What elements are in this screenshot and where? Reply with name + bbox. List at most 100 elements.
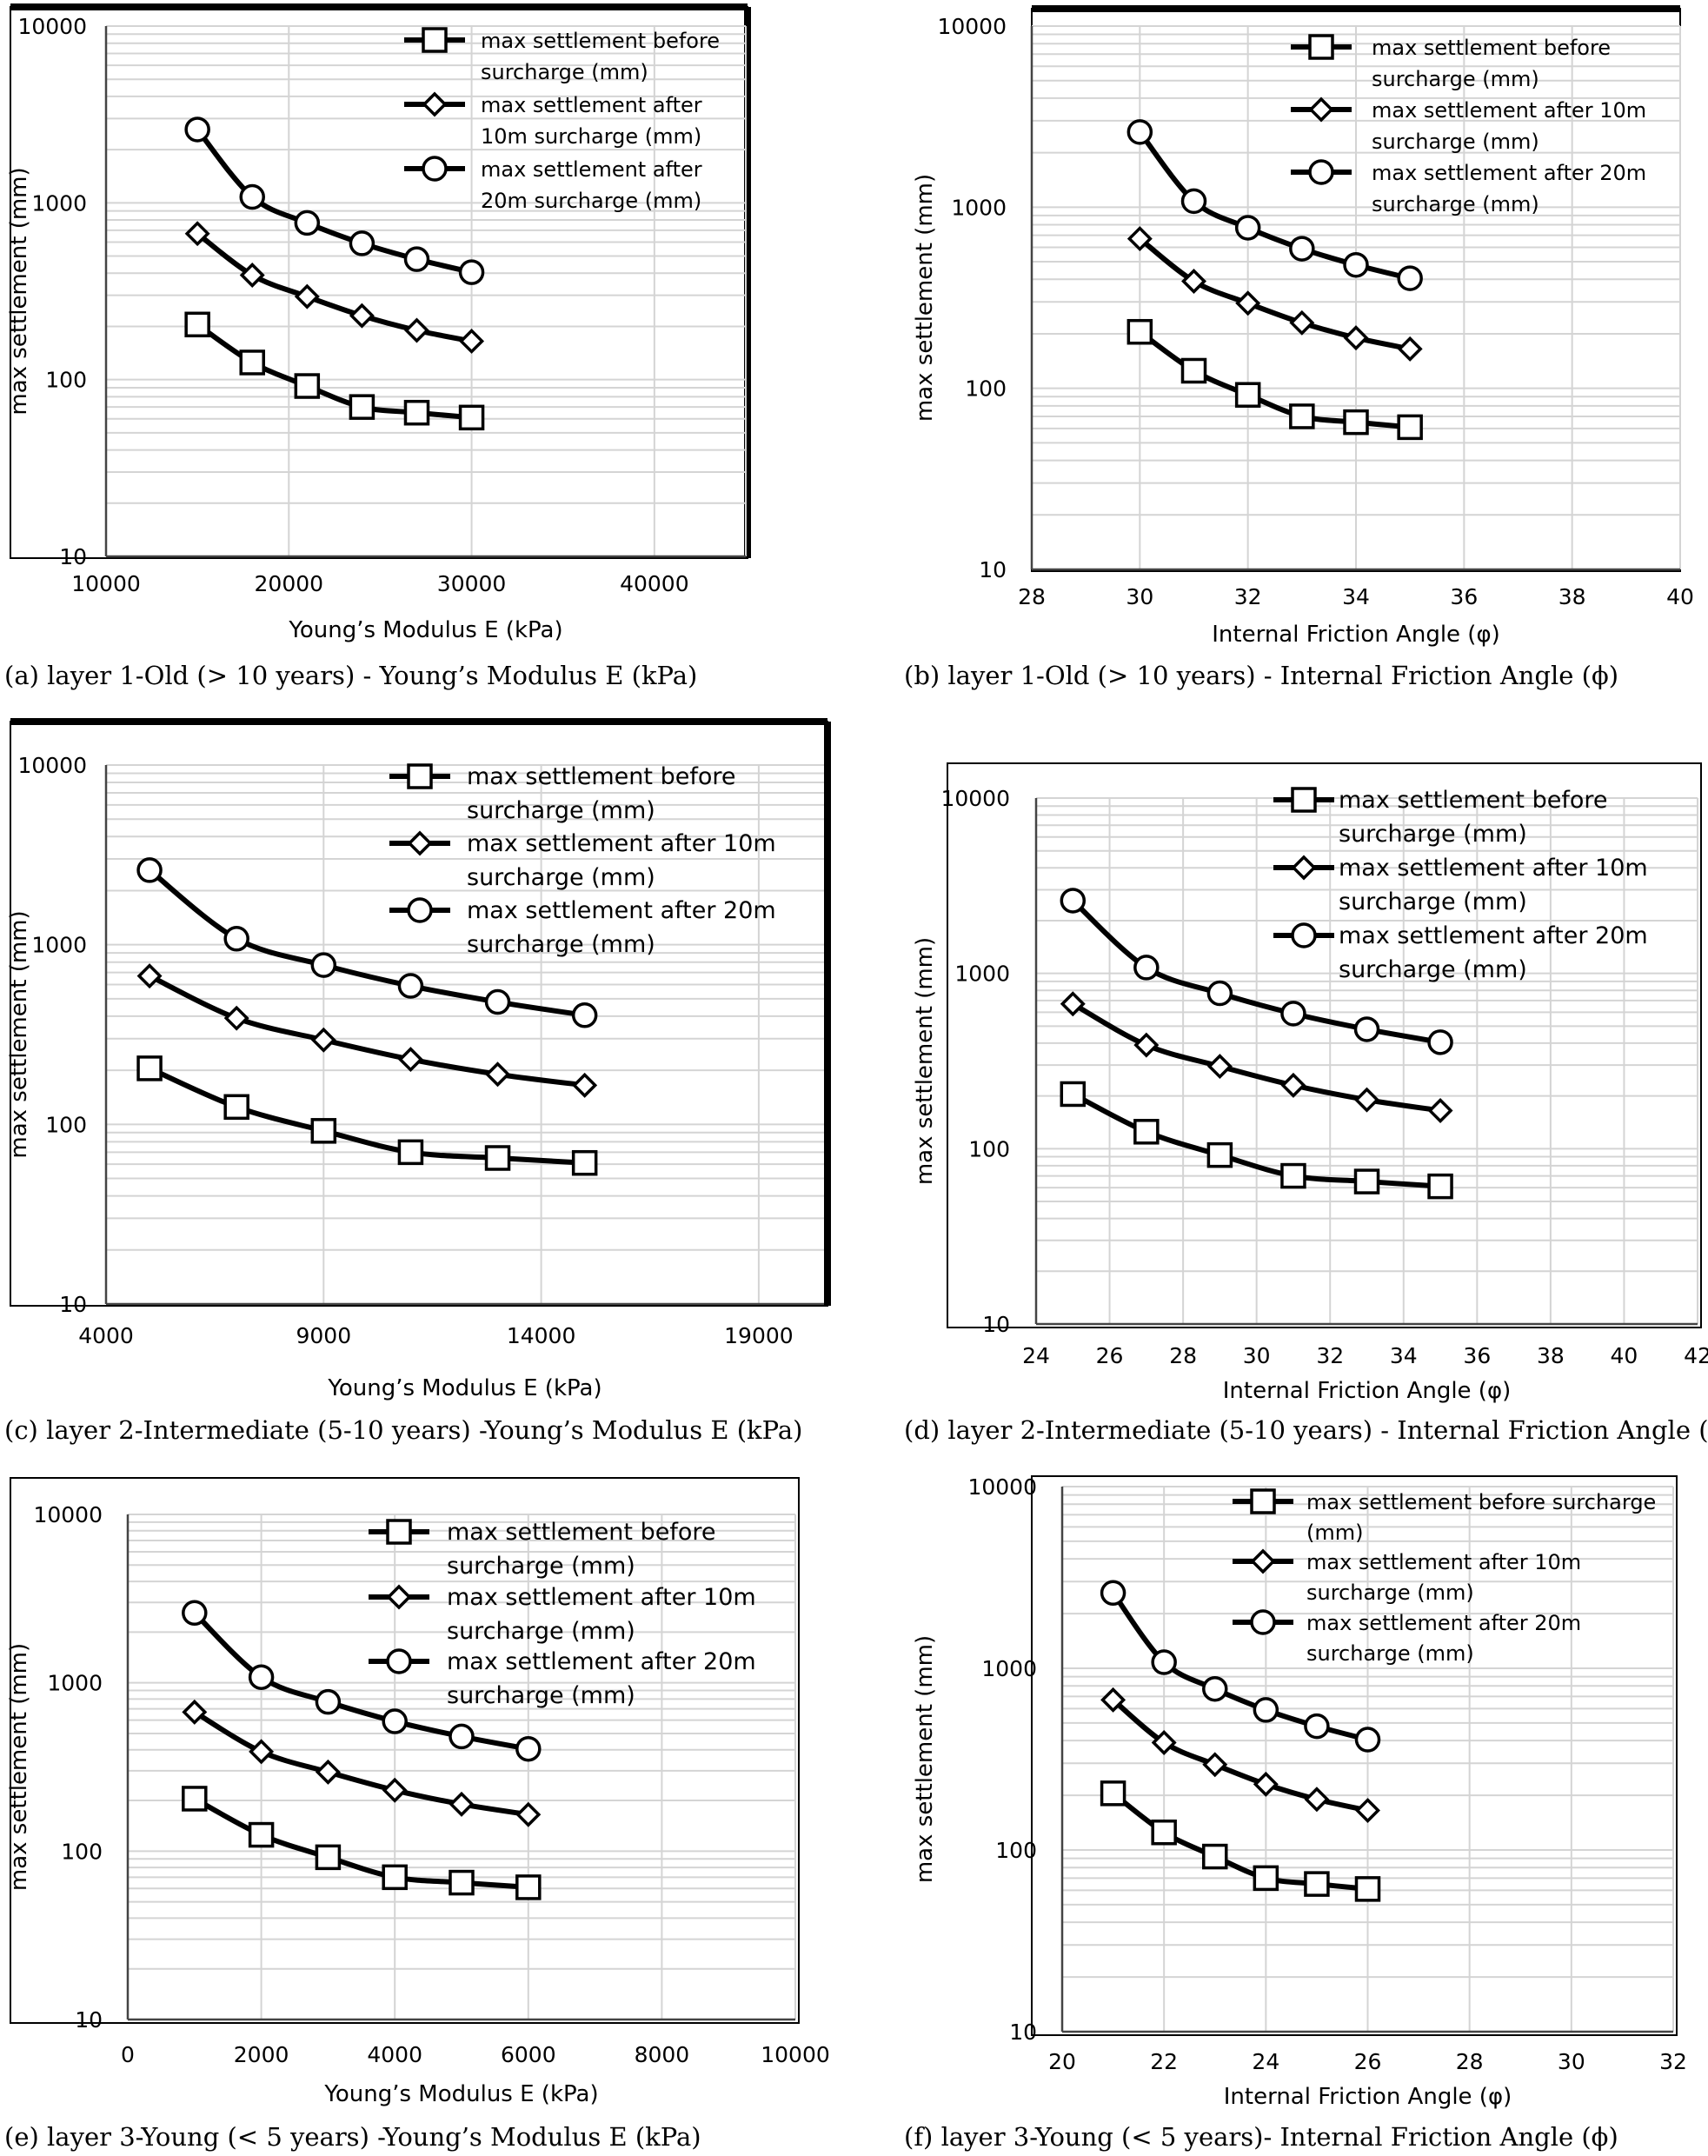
legend-marker (407, 830, 433, 856)
y-axis-title: max settlement (mm) (912, 1635, 938, 1883)
legend-label: max settlement after (481, 93, 702, 117)
data-point-diamond (182, 1699, 208, 1725)
legend-marker (1308, 159, 1334, 185)
legend-marker (1291, 787, 1317, 813)
series-line (195, 126, 475, 276)
data-point-diamond (1133, 1032, 1160, 1058)
legend-marker (1250, 1488, 1276, 1514)
y-tick-label: 10000 (17, 753, 87, 778)
data-point-diamond (572, 1072, 598, 1098)
x-tick-label: 40000 (620, 571, 689, 596)
panel-caption: (a) layer 1-Old (> 10 years) - Young’s M… (4, 661, 697, 690)
data-point-circle (1126, 119, 1153, 145)
legend-entry: max settlement before surcharge (mm) (369, 1519, 715, 1580)
legend-entry: max settlement after 20m surcharge (mm) (1273, 922, 1648, 983)
y-tick-label: 100 (965, 376, 1007, 402)
x-tick-label: 2000 (234, 2042, 289, 2067)
series-diamond (1060, 991, 1453, 1123)
y-tick-label: 10000 (940, 786, 1010, 811)
x-axis-title: Internal Friction Angle (φ) (1224, 2084, 1512, 2110)
series-diamond (1100, 1687, 1380, 1824)
y-tick-label: 100 (45, 1112, 87, 1137)
data-point-circle (1133, 955, 1160, 981)
x-tick-label: 24 (1252, 2049, 1279, 2074)
legend-marker (386, 1648, 412, 1674)
data-point-circle (1427, 1029, 1453, 1055)
x-tick-label: 30 (1126, 584, 1153, 609)
series-circle (1126, 119, 1423, 291)
legend-label: max settlement after (481, 157, 702, 182)
data-point-square (223, 1094, 249, 1121)
legend-label: (mm) (1306, 1521, 1363, 1545)
data-point-square (1133, 1119, 1160, 1145)
chart-panel-2: 10 100 1000 10000 28 30 32 34 36 38 40 Internal Fri… (904, 5, 1694, 690)
y-tick-label: 1000 (951, 195, 1007, 220)
x-tick-label: 28 (1456, 2049, 1484, 2074)
data-point-square (310, 1118, 337, 1144)
data-point-diamond (349, 303, 375, 329)
legend-label: surcharge (mm) (447, 1682, 635, 1709)
data-point-circle (310, 952, 337, 978)
legend-marker (422, 27, 448, 53)
data-point-circle (571, 1002, 598, 1028)
data-point-square (484, 1145, 511, 1171)
x-tick-label: 10000 (761, 2042, 830, 2067)
data-point-square (1151, 1819, 1177, 1846)
data-point-square (1427, 1173, 1453, 1200)
x-axis-title: Young’s Modulus E (kPa) (327, 1375, 601, 1401)
legend-label: max settlement after 10m (1372, 98, 1646, 123)
legend-entry: max settlement after 20m surcharge (mm) (389, 897, 776, 958)
series-diamond (184, 221, 485, 354)
legend-marker (407, 763, 433, 789)
series-square (184, 311, 485, 431)
grid-lines (127, 1514, 796, 2020)
x-tick-label: 42 (1684, 1343, 1708, 1368)
data-point-diamond (397, 1047, 423, 1073)
data-point-square (1354, 1876, 1381, 1902)
legend-label: max settlement after 10m (1339, 855, 1648, 882)
data-point-square (1397, 414, 1423, 441)
data-point-diamond (1397, 336, 1423, 362)
legend-marker (422, 156, 448, 182)
panel-caption: (c) layer 2-Intermediate (5-10 years) -Y… (4, 1415, 802, 1445)
legend-marker (1291, 855, 1317, 881)
legend-label: surcharge (mm) (1372, 130, 1539, 154)
data-point-circle (239, 183, 265, 210)
legend-label: max settlement after 10m (447, 1584, 756, 1611)
data-point-diamond (184, 221, 210, 247)
legend-marker (1250, 1548, 1276, 1574)
y-tick-label: 10 (59, 1292, 87, 1317)
data-point-circle (484, 988, 511, 1015)
y-tick-label: 10000 (967, 1474, 1037, 1500)
data-point-diamond (449, 1791, 475, 1817)
series-line (1137, 129, 1413, 282)
x-axis-title: Young’s Modulus E (kPa) (288, 617, 562, 643)
legend-entry: max settlement before surcharge (mm) (1273, 787, 1607, 848)
series-line (191, 1795, 531, 1890)
data-point-square (1353, 1168, 1380, 1194)
x-axis-title: Internal Friction Angle (φ) (1223, 1378, 1512, 1404)
legend-entry: max settlement after 10m surcharge (mm) (389, 830, 776, 891)
series-square (182, 1786, 542, 1900)
legend-marker (422, 91, 448, 117)
series-line (1137, 236, 1413, 352)
x-tick-label: 20 (1048, 2049, 1076, 2074)
y-tick-label: 100 (61, 1839, 103, 1864)
legend-entry: max settlement after 10m surcharge (mm) (404, 91, 702, 149)
legend-label: surcharge (mm) (1372, 192, 1539, 216)
data-point-circle (397, 973, 424, 999)
legend-label: surcharge (mm) (467, 864, 655, 891)
x-tick-label: 4000 (367, 2042, 422, 2067)
panel-caption: (d) layer 2-Intermediate (5-10 years) - … (904, 1415, 1708, 1445)
data-point-square (403, 399, 430, 426)
data-point-circle (248, 1664, 275, 1690)
data-point-square (315, 1844, 342, 1871)
legend-entry: max settlement before surcharge (mm) (389, 763, 735, 824)
legend-marker (1308, 34, 1334, 60)
series-square (1060, 1081, 1453, 1200)
data-point-square (449, 1869, 475, 1896)
data-point-circle (1151, 1649, 1177, 1675)
data-point-circle (182, 1600, 208, 1627)
legend-label: surcharge (mm) (1372, 67, 1539, 91)
data-point-diamond (1100, 1687, 1126, 1713)
